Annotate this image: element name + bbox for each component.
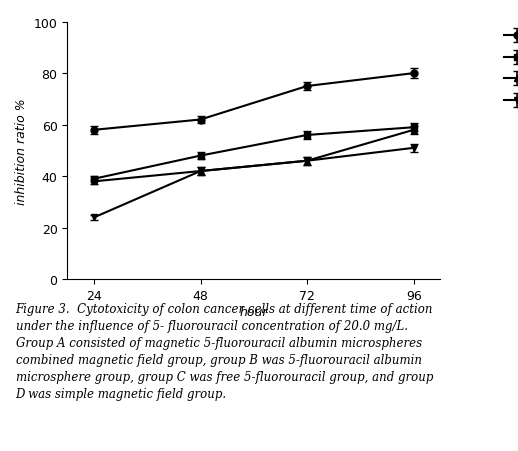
Legend: A, B, C, D: A, B, C, D (499, 24, 518, 114)
Y-axis label: inhibition ratio %: inhibition ratio % (15, 98, 28, 204)
X-axis label: hour: hour (239, 305, 268, 318)
Text: Figure 3.  Cytotoxicity of colon cancer cells at different time of action
under : Figure 3. Cytotoxicity of colon cancer c… (16, 302, 433, 400)
